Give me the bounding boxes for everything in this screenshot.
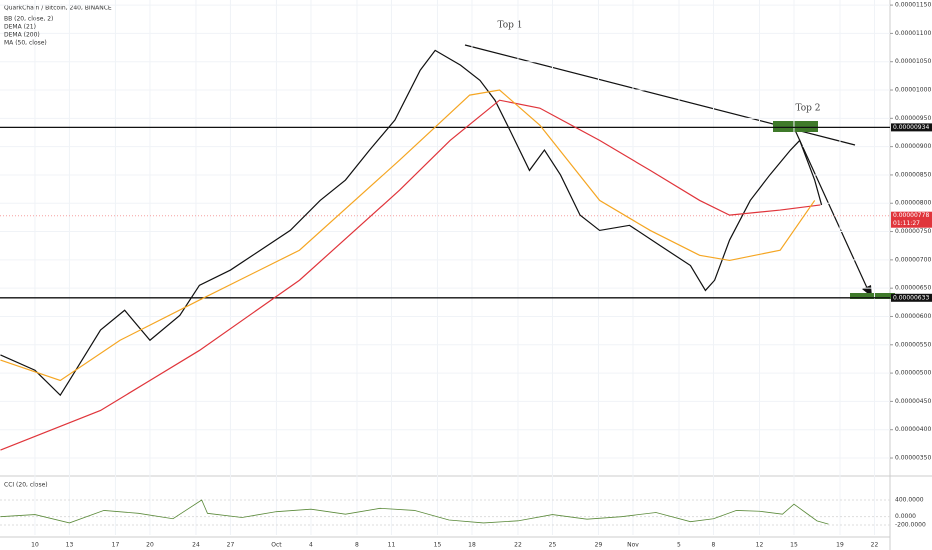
x-tick-label: 11 <box>388 542 396 549</box>
y-tick-label: 0.00000450 <box>895 398 931 405</box>
y-tick-label: 0.00000350 <box>895 455 931 462</box>
price-badge <box>891 293 932 302</box>
indicator-label: BB (20, close, 2) <box>4 16 53 23</box>
legend-entry: DEMA (200) <box>4 32 40 39</box>
y-tick-label: 0.00000900 <box>895 143 931 150</box>
y-tick-label: 0.00000650 <box>895 285 931 292</box>
x-tick-label: 15 <box>434 542 442 549</box>
x-tick-label: 20 <box>146 542 154 549</box>
cci-label: CCI (20, close) <box>4 482 48 489</box>
x-tick-label: 10 <box>31 542 39 549</box>
x-tick-label: 12 <box>756 542 764 549</box>
price-badge-label: 0.00000934 <box>893 124 929 131</box>
series-line <box>0 49 823 397</box>
y-tick-label: 0.00001100 <box>895 30 931 37</box>
cci-line <box>0 499 829 525</box>
legend-entry: MA (50, close) <box>4 40 47 47</box>
x-tick-label: 18 <box>468 542 476 549</box>
cci-tick-label: 0.0000 <box>895 513 916 520</box>
y-tick-label: 0.00000400 <box>895 426 931 433</box>
y-tick-label: 0.00000600 <box>895 313 931 320</box>
x-tick-label: 8 <box>355 542 359 549</box>
x-tick-label: 27 <box>227 542 235 549</box>
x-tick-label: Nov <box>627 542 639 549</box>
x-tick-label: 19 <box>836 542 844 549</box>
cci-tick-label: -200.0000 <box>895 522 926 529</box>
y-tick-label: 0.00001000 <box>895 87 931 94</box>
y-tick-label: 0.00000800 <box>895 200 931 207</box>
chart-title: QuarkChain / Bitcoin, 240, BINANCE <box>4 5 112 12</box>
x-tick-label: 13 <box>66 542 74 549</box>
x-tick-label: 22 <box>871 542 879 549</box>
x-tick-label: 29 <box>595 542 603 549</box>
legend-entry: DEMA (21) <box>4 24 36 31</box>
annotation: Top 1 <box>497 21 522 31</box>
price-badge-label: 0.00000633 <box>893 294 929 301</box>
annotation: Top 2 <box>795 104 820 114</box>
y-tick-label: 0.00000700 <box>895 256 931 263</box>
x-tick-label: 17 <box>112 542 120 549</box>
y-tick-label: 0.00000950 <box>895 115 931 122</box>
x-tick-label: 22 <box>514 542 522 549</box>
x-tick-label: 5 <box>677 542 681 549</box>
projection-arrow <box>794 129 869 291</box>
target-zone <box>850 293 895 299</box>
series-line <box>0 99 821 451</box>
countdown-label: 01:11:27 <box>893 220 920 227</box>
x-tick-label: Oct <box>271 542 282 549</box>
y-tick-label: 0.00000750 <box>895 228 931 235</box>
y-tick-label: 0.00000550 <box>895 341 931 348</box>
last-price-label: 0.00000778 <box>893 212 929 219</box>
x-tick-label: 25 <box>549 542 557 549</box>
y-tick-label: 0.00001050 <box>895 58 931 65</box>
x-tick-label: 24 <box>192 542 200 549</box>
series-line <box>0 89 816 382</box>
last-price-badge <box>891 211 932 228</box>
x-tick-label: 15 <box>790 542 798 549</box>
x-tick-label: 8 <box>712 542 716 549</box>
cci-tick-label: 400.0000 <box>895 497 924 504</box>
y-tick-label: 0.00001150 <box>895 2 931 9</box>
y-tick-label: 0.00000500 <box>895 370 931 377</box>
price-badge <box>891 123 932 132</box>
x-tick-label: 4 <box>309 542 313 549</box>
y-tick-label: 0.00000850 <box>895 171 931 178</box>
top-zone <box>773 121 818 132</box>
